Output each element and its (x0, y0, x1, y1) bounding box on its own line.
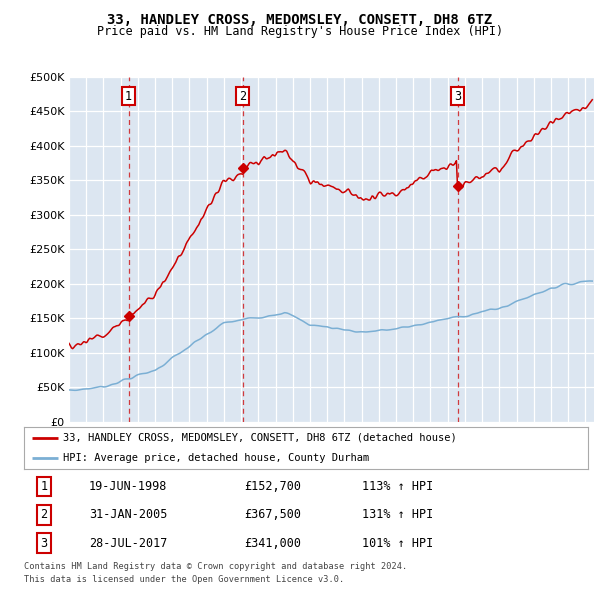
Text: 101% ↑ HPI: 101% ↑ HPI (362, 536, 434, 549)
Text: 2: 2 (239, 90, 246, 103)
Text: £152,700: £152,700 (244, 480, 301, 493)
Text: 33, HANDLEY CROSS, MEDOMSLEY, CONSETT, DH8 6TZ (detached house): 33, HANDLEY CROSS, MEDOMSLEY, CONSETT, D… (64, 432, 457, 442)
Text: £367,500: £367,500 (244, 508, 301, 522)
Text: 113% ↑ HPI: 113% ↑ HPI (362, 480, 434, 493)
Text: 1: 1 (40, 480, 47, 493)
Text: Price paid vs. HM Land Registry's House Price Index (HPI): Price paid vs. HM Land Registry's House … (97, 25, 503, 38)
Text: 131% ↑ HPI: 131% ↑ HPI (362, 508, 434, 522)
Text: 3: 3 (454, 90, 461, 103)
Text: 1: 1 (125, 90, 132, 103)
Text: Contains HM Land Registry data © Crown copyright and database right 2024.: Contains HM Land Registry data © Crown c… (24, 562, 407, 571)
Text: 2: 2 (40, 508, 47, 522)
Text: 31-JAN-2005: 31-JAN-2005 (89, 508, 167, 522)
Text: HPI: Average price, detached house, County Durham: HPI: Average price, detached house, Coun… (64, 453, 370, 463)
Text: 19-JUN-1998: 19-JUN-1998 (89, 480, 167, 493)
Text: 33, HANDLEY CROSS, MEDOMSLEY, CONSETT, DH8 6TZ: 33, HANDLEY CROSS, MEDOMSLEY, CONSETT, D… (107, 13, 493, 27)
Text: This data is licensed under the Open Government Licence v3.0.: This data is licensed under the Open Gov… (24, 575, 344, 584)
Text: 28-JUL-2017: 28-JUL-2017 (89, 536, 167, 549)
Text: £341,000: £341,000 (244, 536, 301, 549)
Text: 3: 3 (40, 536, 47, 549)
